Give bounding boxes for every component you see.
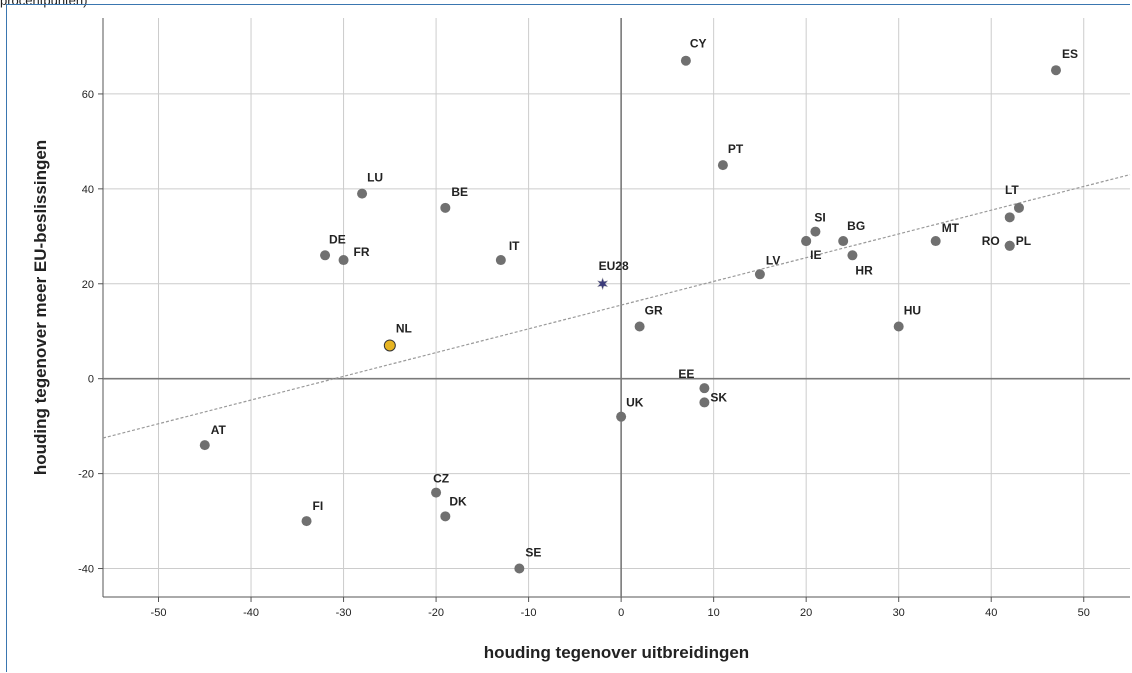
x-tick-label: -20 [428, 607, 444, 619]
point-label-hr: HR [855, 263, 873, 277]
y-tick-label: 0 [88, 374, 94, 386]
x-tick-label: 10 [708, 607, 720, 619]
y-tick-label: 40 [82, 184, 94, 196]
point-label-lu: LU [367, 171, 383, 185]
point-fr [338, 255, 349, 266]
x-tick-label: -40 [243, 607, 259, 619]
x-tick-label: 50 [1078, 607, 1090, 619]
point-label-ie: IE [810, 248, 821, 262]
point-label-be: BE [451, 185, 468, 199]
point-label-eu28: EU28 [599, 259, 629, 273]
point-label-lv: LV [766, 253, 780, 267]
point-label-gr: GR [645, 303, 663, 317]
x-tick-label: 30 [893, 607, 905, 619]
point-sk [699, 397, 710, 408]
point-uk [616, 411, 627, 422]
point-label-it: IT [509, 239, 520, 253]
point-label-cy: CY [690, 37, 707, 51]
y-tick-label: -40 [78, 564, 94, 576]
x-tick-label: 40 [985, 607, 997, 619]
point-label-de: DE [329, 232, 346, 246]
trendline [102, 174, 1131, 439]
point-label-fr: FR [354, 245, 370, 259]
point-label-at: AT [211, 423, 227, 437]
point-ie [801, 236, 812, 247]
point-label-nl: NL [396, 321, 412, 335]
point-label-lt: LT [1005, 183, 1019, 197]
point-bg [838, 236, 849, 247]
y-tick-label: 60 [82, 89, 94, 101]
point-label-uk: UK [626, 396, 644, 410]
point-pl [1004, 240, 1015, 251]
y-tick-label: 20 [82, 279, 94, 291]
point-eu28-star [596, 277, 609, 291]
x-tick-label: 0 [618, 607, 624, 619]
point-label-bg: BG [847, 219, 865, 233]
point-lv [754, 269, 765, 280]
point-ee [699, 383, 710, 394]
point-label-hu: HU [904, 303, 921, 317]
x-tick-label: -50 [151, 607, 167, 619]
point-it [495, 255, 506, 266]
point-se [514, 563, 525, 574]
point-cy [680, 55, 691, 66]
x-tick-label: -30 [336, 607, 352, 619]
point-label-cz: CZ [433, 472, 449, 486]
axes [98, 18, 1130, 602]
point-gr [634, 321, 645, 332]
grid [103, 18, 1130, 597]
x-axis-title: houding tegenover uitbreidingen [484, 643, 749, 662]
chart-frame [6, 4, 1130, 672]
point-de [320, 250, 331, 261]
point-label-es: ES [1062, 47, 1078, 61]
point [1004, 212, 1015, 223]
trend-line [102, 174, 1131, 439]
point-si [810, 226, 821, 237]
y-axis-title: houding tegenover meer EU-beslissingen [31, 140, 50, 475]
y-tick-label: -20 [78, 469, 94, 481]
point-pt [717, 160, 728, 171]
point-labels: CY ES PT LU BE LT SI BG MT RO PL IE HR DE FR IT LV GR HU EE… [211, 37, 1078, 560]
point-label-mt: MT [942, 221, 960, 235]
point-at [199, 440, 210, 451]
point-mt [930, 236, 941, 247]
point-label-sk: SK [710, 390, 727, 404]
point-label-se: SE [525, 546, 541, 560]
point-es [1050, 65, 1061, 76]
point-be [440, 202, 451, 213]
point-nl-highlight [383, 339, 396, 352]
data-points [199, 55, 1061, 574]
point-label-pt: PT [728, 142, 744, 156]
point-lt [1013, 202, 1024, 213]
point-hu [893, 321, 904, 332]
point-cz [431, 487, 442, 498]
point-dk [440, 511, 451, 522]
point-label-pl: PL [1016, 234, 1031, 248]
point-label-dk: DK [449, 494, 467, 508]
x-tick-label: -10 [521, 607, 537, 619]
x-tick-label: 20 [800, 607, 812, 619]
point-fi [301, 516, 312, 527]
point-lu [357, 188, 368, 199]
point-label-ro: RO [982, 234, 1000, 248]
point-label-ee: EE [678, 367, 694, 381]
tick-labels: -50 -40 -30 -20 -10 0 10 20 30 40 50 -40 -20 0 20 40 60 [78, 89, 1090, 619]
point-label-si: SI [814, 211, 825, 225]
point-hr [847, 250, 858, 261]
point-label-fi: FI [313, 499, 324, 513]
